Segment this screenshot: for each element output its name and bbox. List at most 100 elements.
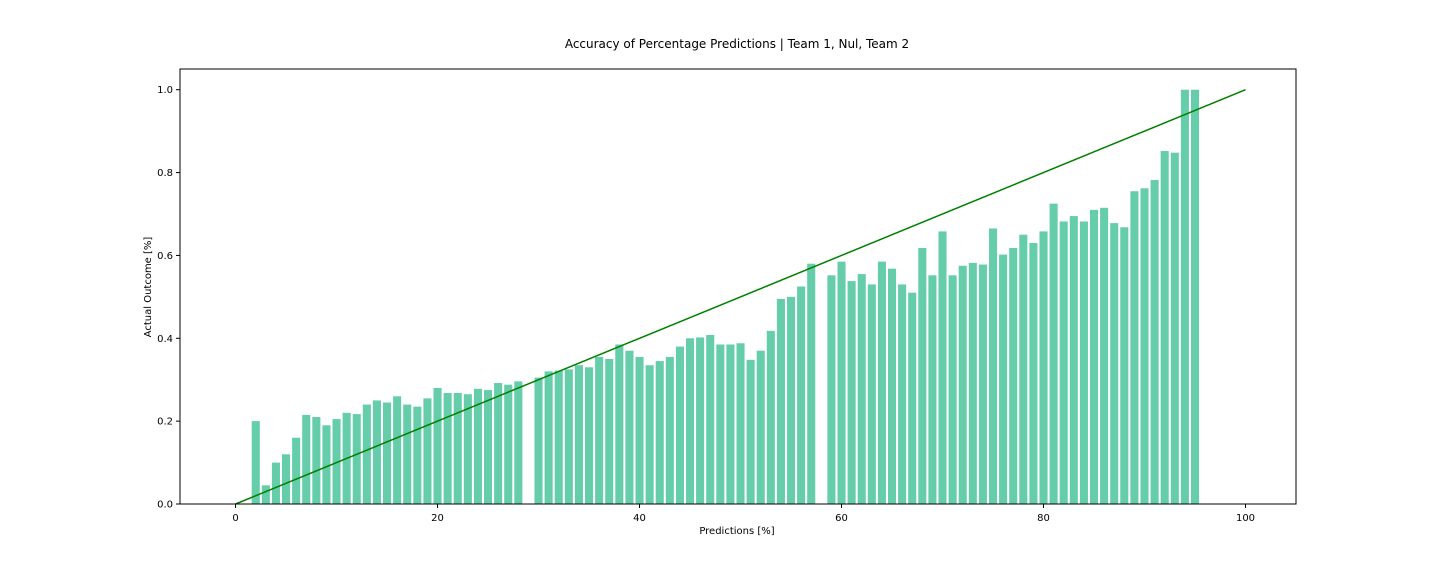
- x-tick-label-60: 60: [835, 513, 848, 524]
- bar-73: [968, 262, 977, 504]
- bar-19: [423, 398, 432, 504]
- x-tick-label-100: 100: [1236, 513, 1255, 524]
- bar-42: [655, 361, 664, 504]
- bar-18: [413, 406, 422, 504]
- bar-90: [1140, 188, 1149, 505]
- bar-26: [494, 383, 503, 504]
- x-tick-label-40: 40: [633, 513, 646, 524]
- bar-25: [483, 390, 493, 504]
- bar-32: [554, 370, 563, 504]
- bar-86: [1100, 207, 1109, 505]
- bar-92: [1160, 151, 1169, 504]
- x-axis-label: Predictions [%]: [699, 526, 774, 537]
- bar-16: [393, 396, 402, 504]
- x-axis: 0 20 40 60 80 100: [232, 504, 1255, 524]
- bar-47: [706, 334, 715, 504]
- bar-74: [978, 264, 987, 504]
- x-tick-label-20: 20: [431, 513, 444, 524]
- bar-46: [696, 337, 705, 504]
- bar-series: [251, 89, 1200, 505]
- bar-62: [857, 274, 866, 504]
- bar-17: [403, 404, 412, 504]
- reference-line: [235, 89, 1246, 505]
- bar-83: [1069, 216, 1078, 505]
- bar-6: [292, 437, 301, 504]
- bar-57: [807, 263, 816, 504]
- bar-23: [463, 394, 472, 504]
- bar-95: [1190, 89, 1200, 504]
- y-tick-label-0.8: 0.8: [157, 168, 173, 179]
- bar-40: [635, 356, 644, 504]
- bar-65: [887, 268, 897, 504]
- bar-85: [1089, 209, 1099, 504]
- y-tick-label-0.2: 0.2: [157, 417, 173, 428]
- bar-66: [898, 284, 907, 504]
- bar-7: [302, 414, 311, 504]
- bar-45: [685, 338, 695, 504]
- bar-12: [352, 414, 361, 504]
- bar-76: [999, 254, 1008, 504]
- bar-70: [938, 231, 947, 504]
- bar-78: [1019, 234, 1028, 504]
- bar-22: [453, 392, 462, 504]
- bar-20: [433, 388, 442, 504]
- bar-9: [322, 425, 331, 504]
- bar-38: [615, 344, 624, 504]
- bar-24: [473, 388, 482, 504]
- bar-27: [504, 384, 513, 504]
- bar-8: [312, 417, 321, 504]
- y-tick-label-0.4: 0.4: [157, 334, 173, 345]
- bar-93: [1170, 152, 1179, 504]
- bar-13: [362, 404, 371, 504]
- y-tick-label-0.0: 0.0: [157, 500, 173, 511]
- bar-61: [847, 281, 856, 504]
- bar-10: [332, 419, 341, 504]
- bar-88: [1120, 227, 1129, 504]
- bar-94: [1180, 89, 1189, 504]
- bar-33: [564, 369, 573, 504]
- bar-75: [988, 228, 998, 504]
- bar-37: [605, 359, 614, 504]
- bar-55: [786, 296, 796, 504]
- plot-frame: [179, 68, 1297, 505]
- bar-30: [534, 377, 543, 504]
- bar-52: [756, 350, 765, 504]
- y-tick-label-0.6: 0.6: [157, 251, 173, 262]
- bar-36: [595, 356, 604, 504]
- bar-72: [958, 265, 967, 504]
- bar-89: [1130, 191, 1139, 504]
- bar-4: [271, 462, 280, 504]
- bar-49: [726, 344, 735, 504]
- y-axis: 0.0 0.2 0.4 0.6 0.8 1.0: [157, 85, 180, 511]
- bar-80: [1039, 231, 1048, 504]
- bar-28: [514, 381, 523, 504]
- bar-31: [544, 371, 553, 504]
- bar-34: [574, 365, 583, 504]
- bar-2: [251, 421, 260, 504]
- diagonal-line: [235, 89, 1246, 505]
- x-tick-label-80: 80: [1037, 513, 1050, 524]
- bar-64: [877, 261, 886, 504]
- bar-71: [948, 275, 957, 504]
- bar-56: [797, 286, 806, 504]
- bar-35: [584, 367, 594, 504]
- bar-41: [645, 365, 654, 504]
- bar-5: [282, 454, 291, 504]
- x-tick-label-0: 0: [232, 513, 238, 524]
- bar-82: [1059, 221, 1068, 504]
- bar-54: [776, 298, 785, 504]
- bar-48: [716, 344, 725, 504]
- bar-14: [372, 400, 381, 504]
- bar-63: [867, 284, 876, 504]
- bar-3: [261, 485, 270, 504]
- bar-77: [1009, 247, 1018, 504]
- bar-53: [766, 330, 775, 504]
- bar-81: [1049, 203, 1058, 504]
- bar-50: [736, 343, 745, 504]
- y-tick-label-1.0: 1.0: [157, 85, 173, 96]
- bar-60: [837, 261, 846, 504]
- bar-68: [918, 247, 927, 504]
- chart-title: Accuracy of Percentage Predictions | Tea…: [565, 37, 909, 51]
- bar-51: [746, 359, 755, 504]
